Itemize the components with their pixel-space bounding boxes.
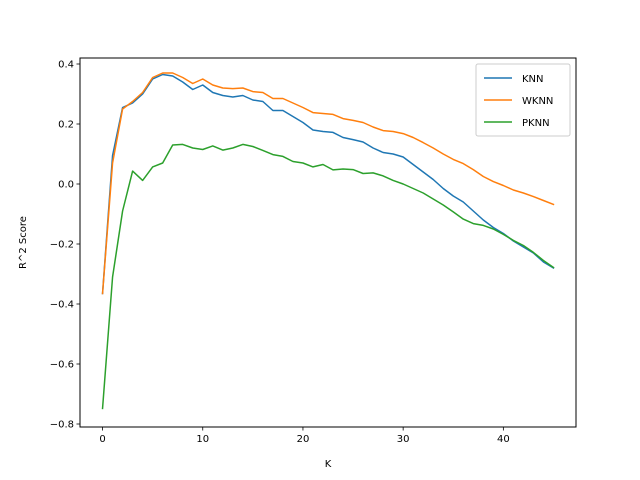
y-axis-label: R^2 Score bbox=[18, 216, 29, 269]
series-line-knn bbox=[101, 73, 555, 295]
plot-area: 0 10 20 30 40 −0.8 −0.6 −0.4 −0.2 0.0 0.2 0.4 bbox=[50, 57, 577, 445]
legend-label-knn: KNN bbox=[522, 74, 544, 85]
x-tick-label: 20 bbox=[297, 434, 310, 445]
y-tick-label: 0.2 bbox=[58, 120, 74, 131]
x-tick-label: 40 bbox=[497, 434, 510, 445]
y-tick-label: −0.2 bbox=[50, 240, 74, 251]
axes-frame bbox=[79, 57, 577, 428]
x-axis: 0 10 20 30 40 bbox=[99, 427, 510, 445]
x-axis-label: K bbox=[325, 459, 332, 470]
y-tick-label: −0.8 bbox=[50, 420, 74, 431]
x-tick-label: 10 bbox=[196, 434, 209, 445]
series-layer bbox=[101, 72, 555, 410]
y-tick-label: −0.6 bbox=[50, 360, 74, 371]
y-tick-label: 0.0 bbox=[58, 180, 74, 191]
y-tick-label: −0.4 bbox=[50, 300, 74, 311]
series-line-wknn bbox=[101, 72, 555, 295]
x-tick-label: 0 bbox=[99, 434, 105, 445]
x-tick-label: 30 bbox=[397, 434, 410, 445]
y-axis: −0.8 −0.6 −0.4 −0.2 0.0 0.2 0.4 bbox=[50, 60, 80, 431]
legend-box bbox=[475, 63, 571, 137]
series-line-pknn bbox=[101, 143, 555, 410]
legend-label-pknn: PKNN bbox=[522, 118, 550, 129]
y-tick-label: 0.4 bbox=[58, 60, 74, 71]
legend: KNN WKNN PKNN bbox=[475, 63, 571, 137]
legend-label-wknn: WKNN bbox=[522, 96, 553, 107]
